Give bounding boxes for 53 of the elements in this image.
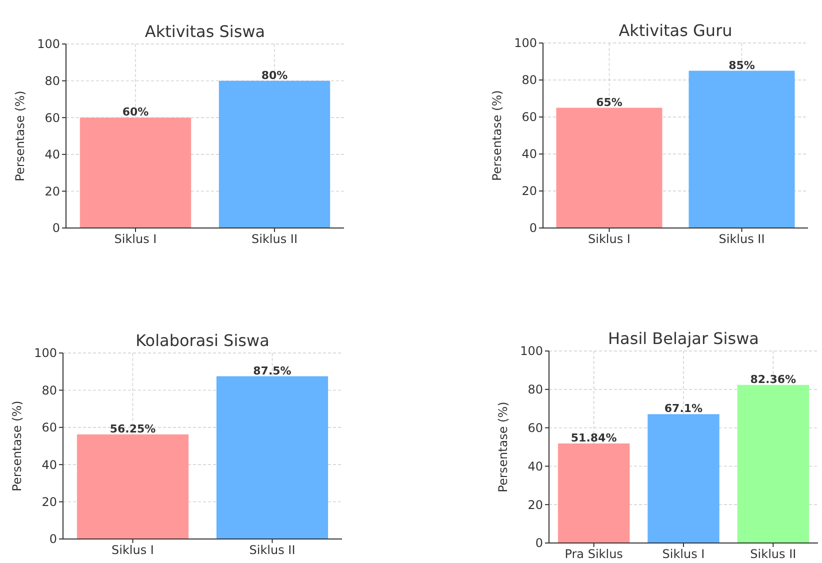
y-tick-label: 80 xyxy=(42,383,57,398)
y-tick-label: 100 xyxy=(520,344,543,358)
data-label: 80% xyxy=(261,68,288,82)
y-tick-label: 60 xyxy=(42,420,57,435)
y-tick-label: 60 xyxy=(44,110,60,125)
chart-title: Aktivitas Guru xyxy=(618,21,732,40)
y-tick-label: 60 xyxy=(528,421,543,435)
chart-title: Aktivitas Siswa xyxy=(144,22,266,41)
x-tick-label: Pra Siklus xyxy=(564,547,623,561)
data-label: 65% xyxy=(596,96,622,109)
x-tick-label: Siklus I xyxy=(112,543,154,557)
y-tick-label: 0 xyxy=(52,221,60,236)
y-tick-label: 40 xyxy=(528,459,543,474)
y-tick-label: 100 xyxy=(37,37,60,52)
data-label: 85% xyxy=(728,58,755,72)
y-tick-label: 0 xyxy=(529,221,537,236)
x-tick-label: Siklus II xyxy=(252,232,298,246)
y-tick-label: 0 xyxy=(49,532,57,546)
y-tick-label: 20 xyxy=(42,495,57,509)
data-label: 87.5% xyxy=(253,364,292,378)
y-axis-title: Persentase (%) xyxy=(496,402,510,492)
x-tick-label: Siklus I xyxy=(588,232,630,246)
x-tick-label: Siklus II xyxy=(718,232,765,246)
chart-title: Hasil Belajar Siswa xyxy=(608,329,759,348)
y-tick-label: 20 xyxy=(522,184,537,198)
data-label: 56.25% xyxy=(110,422,156,436)
y-tick-label: 80 xyxy=(522,73,537,88)
bar xyxy=(737,384,810,543)
y-tick-label: 100 xyxy=(514,36,537,50)
data-label: 82.36% xyxy=(750,372,796,386)
data-label: 67.1% xyxy=(664,402,703,416)
y-tick-label: 0 xyxy=(535,536,543,550)
y-tick-label: 40 xyxy=(522,147,537,162)
y-tick-label: 40 xyxy=(42,458,57,472)
data-label: 60% xyxy=(122,106,149,119)
x-tick-label: Siklus II xyxy=(249,543,296,557)
y-tick-label: 40 xyxy=(44,148,60,162)
y-tick-label: 80 xyxy=(528,382,543,397)
y-tick-label: 60 xyxy=(522,110,537,124)
y-tick-label: 100 xyxy=(34,346,57,360)
y-axis-title: Persentase (%) xyxy=(490,90,504,181)
x-tick-label: Siklus II xyxy=(750,547,796,561)
y-axis-title: Persentase (%) xyxy=(10,400,24,492)
y-axis-title: Persentase (%) xyxy=(13,90,27,182)
bar xyxy=(558,443,630,543)
x-tick-label: Siklus I xyxy=(662,547,705,561)
y-tick-label: 20 xyxy=(528,498,543,512)
y-tick-label: 80 xyxy=(44,74,60,88)
bar xyxy=(648,414,720,543)
data-label: 51.84% xyxy=(570,431,617,444)
chart-title: Kolaborasi Siswa xyxy=(136,331,270,350)
x-tick-label: Siklus I xyxy=(114,232,157,246)
y-tick-label: 20 xyxy=(44,184,60,198)
